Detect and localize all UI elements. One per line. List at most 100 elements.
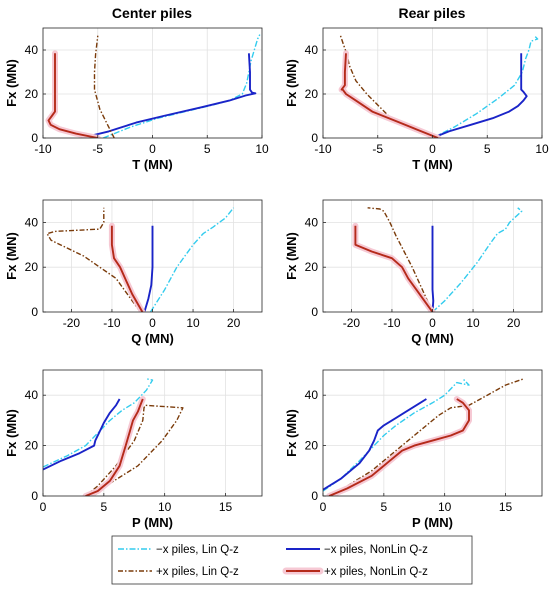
panel-3: -20 -10 0 10 20 0 20 40 Q (MN) Fx (MN) xyxy=(4,199,263,346)
y-tick-label: 0 xyxy=(311,131,318,145)
x-tick-label: 0 xyxy=(429,142,436,156)
legend-entry-pos-lin: +x piles, Lin Q-z xyxy=(118,566,239,578)
series-group xyxy=(45,34,261,138)
legend-label-pos-lin: +x piles, Lin Q-z xyxy=(156,566,239,578)
series-line-pos-lin xyxy=(367,207,434,312)
series-line-neg-nonlin xyxy=(143,225,154,312)
x-tick-label: 0 xyxy=(40,500,47,514)
axes-box xyxy=(322,369,543,497)
legend-label-pos-nonlin: +x piles, NonLin Q-z xyxy=(324,566,428,578)
x-tick-label: 0 xyxy=(149,316,156,330)
series-line-pos-nonlin xyxy=(328,398,470,496)
y-tick-label: 40 xyxy=(25,215,39,229)
x-tick-label: 0 xyxy=(320,500,327,514)
plot-area xyxy=(323,370,542,496)
y-tick-label: 20 xyxy=(25,87,39,101)
series-line-pos-nonlin xyxy=(47,53,98,138)
series-line-neg-nonlin xyxy=(43,398,121,471)
x-tick-label: -10 xyxy=(383,316,401,330)
x-tick-label: 5 xyxy=(484,142,491,156)
series-line-neg-lin xyxy=(323,378,470,492)
series-group xyxy=(323,378,525,496)
legend-entry-neg-nonlin: −x piles, NonLin Q-z xyxy=(286,544,428,556)
y-axis-label: Fx (MN) xyxy=(4,59,19,107)
x-tick-label: 20 xyxy=(507,316,521,330)
x-axis-label: P (MN) xyxy=(132,515,173,530)
x-tick-label: 5 xyxy=(100,500,107,514)
y-tick-label: 20 xyxy=(305,260,319,274)
axes-box xyxy=(42,369,263,497)
x-tick-label: 0 xyxy=(429,316,436,330)
panel-1: -10 -5 0 5 10 0 20 40 T (MN) Fx (MN) xyxy=(4,27,269,172)
panel-4: -20 -10 0 10 20 0 20 40 Q (MN) Fx (MN) xyxy=(284,199,543,346)
y-tick-label: 0 xyxy=(31,131,38,145)
series-line-neg-lin xyxy=(149,207,235,312)
legend-label-neg-nonlin: −x piles, NonLin Q-z xyxy=(324,544,428,556)
x-tick-label: -20 xyxy=(63,316,81,330)
title-center-piles: Center piles xyxy=(112,5,192,21)
series-group xyxy=(338,35,539,138)
y-tick-label: 0 xyxy=(31,489,38,503)
panel-5: 0 5 10 15 0 20 40 P (MN) Fx (MN) xyxy=(4,369,263,530)
y-tick-label: 0 xyxy=(311,489,318,503)
y-tick-label: 40 xyxy=(25,43,39,57)
x-tick-label: 5 xyxy=(380,500,387,514)
legend-entry-neg-lin: −x piles, Lin Q-z xyxy=(118,544,239,556)
y-tick-label: 40 xyxy=(305,215,319,229)
series-line-pos-lin xyxy=(93,35,115,138)
x-tick-label: 10 xyxy=(186,316,200,330)
x-axis-label: Q (MN) xyxy=(131,331,174,346)
y-axis-label: Fx (MN) xyxy=(284,409,299,457)
legend: −x piles, Lin Q-z −x piles, NonLin Q-z +… xyxy=(111,535,473,585)
subplot-grid: -10 -5 0 5 10 0 20 40 T (MN) Fx (MN) -10 -5 0 5 10 0 20 4… xyxy=(4,27,549,530)
x-axis-label: T (MN) xyxy=(412,157,452,172)
x-tick-label: 15 xyxy=(499,500,513,514)
series-line-pos-nonlin xyxy=(110,225,144,312)
x-tick-label: 10 xyxy=(466,316,480,330)
x-tick-label: 10 xyxy=(158,500,172,514)
y-axis-label: Fx (MN) xyxy=(4,232,19,280)
series-line-pos-lin xyxy=(46,207,141,312)
series-line-neg-nonlin xyxy=(81,53,257,138)
series-line-neg-nonlin xyxy=(431,225,435,312)
x-tick-label: 0 xyxy=(149,142,156,156)
legend-box xyxy=(111,535,473,585)
series-line-pos-lin xyxy=(328,378,525,496)
x-axis-label: T (MN) xyxy=(132,157,172,172)
panel-6: 0 5 10 15 0 20 40 P (MN) Fx (MN) xyxy=(284,369,543,530)
x-tick-label: 10 xyxy=(255,142,269,156)
series-line-neg-lin xyxy=(432,207,523,312)
plot-area xyxy=(43,370,262,496)
series-group xyxy=(43,378,184,496)
y-tick-label: 40 xyxy=(305,388,319,402)
legend-entry-pos-nonlin: +x piles, NonLin Q-z xyxy=(282,566,428,578)
series-group xyxy=(46,207,235,312)
x-tick-label: -10 xyxy=(34,142,52,156)
series-line-pos-nonlin xyxy=(354,225,434,312)
series-line-neg-nonlin xyxy=(323,398,427,491)
y-tick-label: 0 xyxy=(311,305,318,319)
y-axis-label: Fx (MN) xyxy=(4,409,19,457)
legend-label-neg-lin: −x piles, Lin Q-z xyxy=(156,544,239,556)
title-rear-piles: Rear piles xyxy=(399,5,466,21)
y-axis-label: Fx (MN) xyxy=(284,59,299,107)
x-tick-label: 15 xyxy=(219,500,233,514)
x-tick-label: -5 xyxy=(372,142,383,156)
y-tick-label: 20 xyxy=(25,439,39,453)
y-tick-label: 40 xyxy=(305,43,319,57)
x-axis-label: P (MN) xyxy=(412,515,453,530)
y-tick-label: 20 xyxy=(305,439,319,453)
y-tick-label: 20 xyxy=(305,87,319,101)
x-tick-label: -5 xyxy=(92,142,103,156)
x-tick-label: -10 xyxy=(103,316,121,330)
panel-2: -10 -5 0 5 10 0 20 40 T (MN) Fx (MN) xyxy=(284,27,549,172)
series-line-neg-nonlin xyxy=(432,53,528,138)
y-tick-label: 40 xyxy=(25,388,39,402)
x-tick-label: 10 xyxy=(438,500,452,514)
series-line-pos-nonlin xyxy=(85,398,144,496)
x-tick-label: 5 xyxy=(204,142,211,156)
series-line-neg-lin xyxy=(43,378,154,468)
y-tick-label: 0 xyxy=(31,305,38,319)
y-tick-label: 20 xyxy=(25,260,39,274)
